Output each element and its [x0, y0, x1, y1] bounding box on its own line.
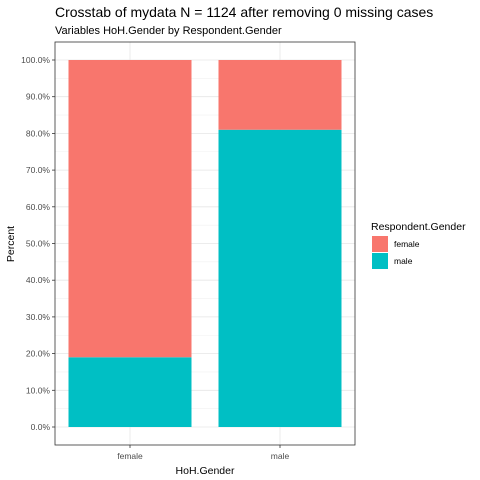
legend-label-male: male: [394, 256, 413, 266]
y-axis-label: Percent: [5, 226, 17, 262]
y-tick-label: 0.0%: [31, 422, 51, 432]
y-tick-label: 90.0%: [26, 92, 51, 102]
y-tick-label: 60.0%: [26, 202, 51, 212]
bar-male-male: [218, 129, 342, 428]
legend-title: Respondent.Gender: [371, 221, 466, 233]
y-tick-label: 20.0%: [26, 349, 51, 359]
x-axis-label: HoH.Gender: [176, 465, 235, 477]
y-tick-label: 30.0%: [26, 312, 51, 322]
legend-label-female: female: [394, 239, 420, 249]
y-tick-label: 70.0%: [26, 165, 51, 175]
y-axis-ticks: 0.0% 10.0% 20.0% 30.0% 40.0% 50.0% 60.0% 70.0% 8…: [21, 55, 55, 432]
legend-key-male: [372, 253, 388, 269]
x-tick-label: female: [117, 451, 143, 461]
bar-male-female: [218, 60, 342, 130]
y-tick-label: 10.0%: [26, 385, 51, 395]
y-tick-label: 100.0%: [21, 55, 50, 65]
x-axis-ticks: female male: [117, 445, 289, 461]
chart-subtitle: Variables HoH.Gender by Respondent.Gende…: [55, 25, 282, 37]
chart-title: Crosstab of mydata N = 1124 after removi…: [55, 4, 433, 20]
bar-female-male: [68, 357, 192, 427]
y-tick-label: 80.0%: [26, 128, 51, 138]
legend: Respondent.Gender female male: [371, 221, 466, 269]
bar-female-female: [68, 60, 192, 358]
legend-key-female: [372, 236, 388, 252]
y-tick-label: 40.0%: [26, 275, 51, 285]
y-tick-label: 50.0%: [26, 239, 51, 249]
x-tick-label: male: [271, 451, 290, 461]
bars: [68, 60, 342, 428]
